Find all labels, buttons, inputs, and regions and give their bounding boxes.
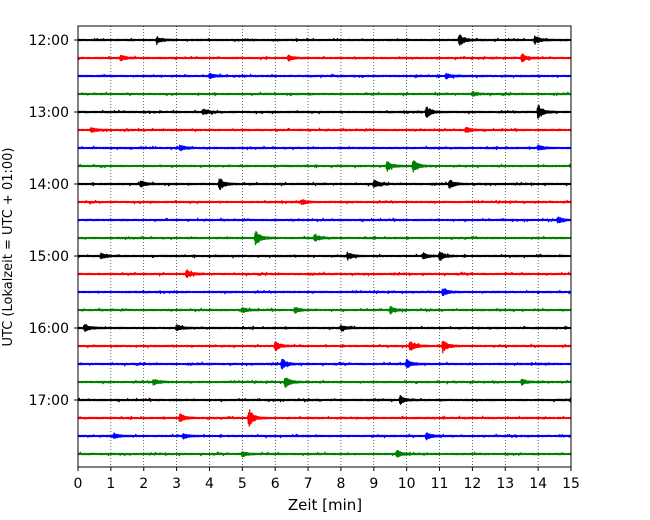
x-tick-label: 13 xyxy=(496,476,514,492)
x-tick-label: 1 xyxy=(106,476,115,492)
y-tick-label: 16:00 xyxy=(29,321,69,337)
seismic-trace xyxy=(77,340,572,354)
seismic-trace xyxy=(77,199,572,205)
x-tick-label: 2 xyxy=(139,476,148,492)
seismic-trace xyxy=(77,432,572,441)
seismic-trace xyxy=(77,377,572,388)
x-tick-label: 14 xyxy=(529,476,547,492)
x-axis-label: Zeit [min] xyxy=(288,496,362,514)
seismic-trace xyxy=(77,34,572,46)
x-tick-label: 4 xyxy=(205,476,214,492)
seismic-trace xyxy=(77,288,572,297)
x-tick-label: 11 xyxy=(431,476,449,492)
seismic-trace xyxy=(77,90,572,97)
seismic-trace xyxy=(77,251,572,261)
seismic-trace xyxy=(77,409,572,427)
seismic-trace xyxy=(77,216,572,224)
seismic-trace xyxy=(77,72,572,80)
seismic-trace xyxy=(77,178,572,190)
x-tick-label: 3 xyxy=(172,476,181,492)
seismic-trace xyxy=(77,126,572,133)
seismic-trace xyxy=(77,324,572,333)
x-tick-label: 10 xyxy=(398,476,416,492)
y-tick-label: 13:00 xyxy=(29,105,69,121)
seismic-trace xyxy=(77,305,572,315)
seismic-trace xyxy=(77,105,572,119)
y-axis-label: UTC (Lokalzeit = UTC + 01:00) xyxy=(1,148,16,347)
seismic-trace xyxy=(77,160,572,173)
x-tick-label: 8 xyxy=(336,476,345,492)
seismic-trace xyxy=(77,449,572,458)
y-tick-label: 12:00 xyxy=(29,33,69,49)
y-tick-label: 15:00 xyxy=(29,249,69,265)
plot-frame xyxy=(77,25,572,468)
x-tick-label: 15 xyxy=(562,476,580,492)
seismic-traces xyxy=(77,34,572,458)
seismic-trace xyxy=(77,358,572,370)
seismic-trace xyxy=(77,269,572,279)
seismic-trace xyxy=(77,144,572,152)
y-tick-label: 17:00 xyxy=(29,393,69,409)
y-tick-label: 14:00 xyxy=(29,177,69,193)
x-tick-label: 0 xyxy=(74,476,83,492)
x-tick-label: 9 xyxy=(369,476,378,492)
seismic-trace xyxy=(77,395,572,405)
seismic-trace xyxy=(77,231,572,246)
x-axis: 0 1 2 3 4 5 6 7 8 9 10 11 12 13 14 15 xyxy=(74,467,580,492)
y-axis: 12:00 13:00 14:00 15:00 16:00 17:00 xyxy=(29,33,78,409)
x-tick-label: 6 xyxy=(271,476,280,492)
seismic-trace xyxy=(77,53,572,63)
x-tick-label: 7 xyxy=(304,476,313,492)
x-tick-label: 12 xyxy=(463,476,481,492)
x-tick-label: 5 xyxy=(238,476,247,492)
